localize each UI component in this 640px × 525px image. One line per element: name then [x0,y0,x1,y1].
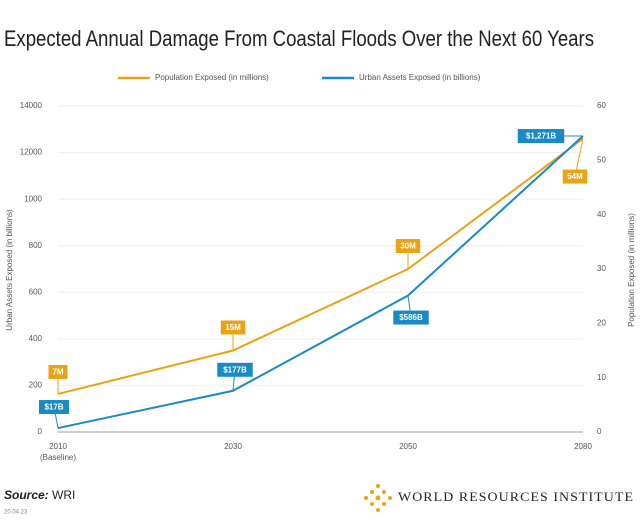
data-label-box [393,310,429,325]
y2-tick-label: 10 [597,373,606,382]
x-tick-label: 2050 [399,442,417,451]
x-tick-label: 2010 (Baseline) [39,442,76,462]
y2-tick-label: 30 [597,264,606,273]
y2-tick-label: 20 [597,318,606,327]
source-label: Source: [4,488,49,502]
data-label: $177B [223,365,247,374]
y-tick-label: 14000 [20,101,43,110]
y-tick-label: 800 [29,241,43,250]
y-tick-label: 600 [29,287,43,296]
data-label-box [395,239,421,253]
chart-title: Expected Annual Damage From Coastal Floo… [4,26,594,51]
y-tick-label: 1000 [24,194,42,203]
data-label-box [217,362,253,377]
data-label: $17B [44,403,63,412]
y2-tick-label: 40 [597,210,606,219]
y2-tick-label: 50 [597,155,606,164]
legend-label: Population Exposed (in millions) [155,73,269,82]
data-label: 15M [225,323,241,332]
data-label-box [48,364,68,379]
x-tick-label: 2030 [224,442,242,451]
source: WRI [52,488,75,502]
logo [364,484,392,512]
series-line [57,135,584,430]
y-tick-label: 200 [29,381,43,390]
data-label-box [562,169,588,184]
y-axis-title: Urban Assets Exposed (in billions) [5,209,14,331]
data-label-box [39,400,69,415]
x-tick-label: 2080 [574,442,592,451]
data-label-box [220,320,246,335]
data-label: 30M [400,242,416,251]
data-label: 54M [567,172,583,181]
y-tick-label: 12000 [20,148,43,157]
data-label-box [517,129,565,144]
series-line [57,137,584,395]
data-label: $586B [399,313,423,322]
organization: WORLD RESOURCES INSTITUTE [398,489,634,504]
y2-tick-label: 60 [597,101,606,110]
y2-axis-title: Population Exposed (in millions) [627,213,636,327]
y2-tick-label: 0 [597,427,602,436]
legend-label: Urban Assets Exposed (in billions) [359,73,481,82]
data-label: 7M [52,368,63,377]
date: 20.04.23 [4,510,28,516]
data-label: $1,271B [526,132,556,141]
y-tick-label: 400 [29,334,43,343]
y-tick-label: 0 [38,427,43,436]
